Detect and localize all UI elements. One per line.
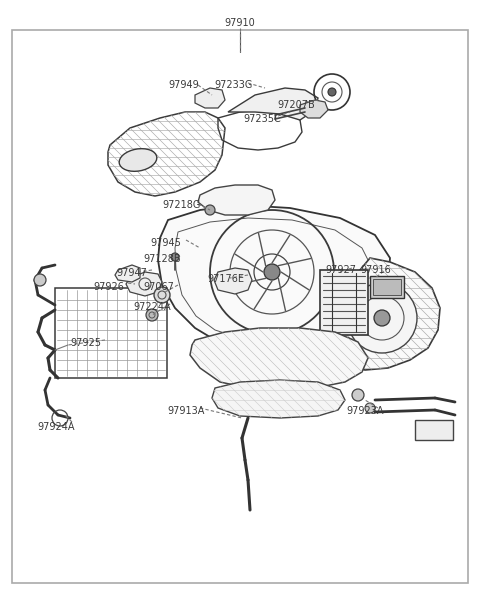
Polygon shape xyxy=(115,265,140,282)
Ellipse shape xyxy=(119,149,157,171)
Polygon shape xyxy=(195,88,225,108)
Text: 97925: 97925 xyxy=(70,338,101,348)
Text: 97916: 97916 xyxy=(360,265,391,275)
Text: 97176E: 97176E xyxy=(207,274,244,284)
Text: 97233G: 97233G xyxy=(214,80,252,90)
Polygon shape xyxy=(212,380,345,418)
Text: 97923A: 97923A xyxy=(346,406,384,416)
Circle shape xyxy=(374,310,390,326)
Circle shape xyxy=(34,274,46,286)
Circle shape xyxy=(205,205,215,215)
Circle shape xyxy=(328,88,336,96)
Text: 97949: 97949 xyxy=(168,80,199,90)
Text: 97945: 97945 xyxy=(150,238,181,248)
Circle shape xyxy=(154,287,170,303)
Text: 97218G: 97218G xyxy=(162,200,200,210)
Polygon shape xyxy=(300,100,328,118)
Circle shape xyxy=(347,283,417,353)
Circle shape xyxy=(171,253,179,261)
Circle shape xyxy=(146,309,158,321)
Bar xyxy=(370,276,404,298)
Text: 97913A: 97913A xyxy=(167,406,204,416)
Text: 97128B: 97128B xyxy=(143,254,180,264)
Circle shape xyxy=(352,389,364,401)
Polygon shape xyxy=(190,328,368,390)
Text: 97910: 97910 xyxy=(225,18,255,28)
Text: 97924A: 97924A xyxy=(37,422,74,432)
Polygon shape xyxy=(198,185,275,215)
Polygon shape xyxy=(322,258,440,370)
Text: 97947: 97947 xyxy=(116,268,147,278)
Polygon shape xyxy=(158,205,390,350)
Circle shape xyxy=(264,264,280,280)
Circle shape xyxy=(365,403,375,413)
Text: 97224A: 97224A xyxy=(133,302,170,312)
Text: 97067: 97067 xyxy=(143,282,174,292)
Polygon shape xyxy=(214,268,252,294)
Bar xyxy=(415,420,453,440)
Text: 97927: 97927 xyxy=(325,265,356,275)
Polygon shape xyxy=(126,272,162,296)
Bar xyxy=(320,270,368,335)
Text: 97926: 97926 xyxy=(93,282,124,292)
Bar xyxy=(373,279,401,295)
Polygon shape xyxy=(228,88,318,120)
Text: 97207B: 97207B xyxy=(277,100,315,110)
Text: 97235C: 97235C xyxy=(243,114,281,124)
Bar xyxy=(55,288,167,378)
